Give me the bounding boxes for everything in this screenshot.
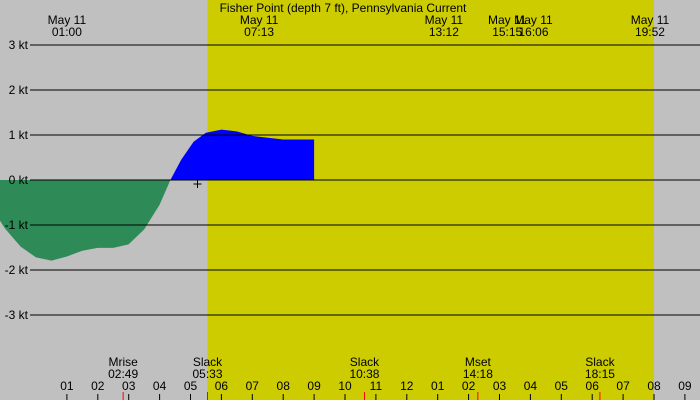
event-time-label: 10:38: [349, 367, 379, 381]
top-date-label: May 11: [514, 13, 553, 27]
y-tick-label: 1 kt: [9, 128, 29, 142]
top-time-label: 01:00: [52, 25, 82, 39]
hour-label: 09: [307, 379, 321, 393]
y-tick-label: 3 kt: [9, 38, 29, 52]
hour-label: 04: [153, 379, 167, 393]
hour-label: 02: [91, 379, 105, 393]
top-time-label: 07:13: [244, 25, 274, 39]
hour-label: 06: [586, 379, 600, 393]
y-tick-label: -3 kt: [5, 308, 29, 322]
event-name-label: Mrise: [108, 355, 138, 369]
top-date-label: May 11: [488, 13, 527, 27]
event-name-label: Mset: [465, 355, 492, 369]
event-name-label: Slack: [585, 355, 615, 369]
top-time-label: 13:12: [429, 25, 459, 39]
hour-label: 07: [246, 379, 260, 393]
event-name-label: Slack: [193, 355, 223, 369]
hour-label: 10: [338, 379, 352, 393]
daylight-band: [207, 0, 654, 400]
flood-current-area: [0, 129, 315, 180]
current-areas: [0, 129, 315, 261]
hour-label: 03: [493, 379, 507, 393]
hour-label: 08: [647, 379, 661, 393]
y-tick-labels: 3 kt 2 kt 1 kt 0 kt -1 kt -2 kt -3 kt: [5, 38, 29, 322]
top-time-label: 15:15: [492, 25, 522, 39]
chart-title: Fisher Point (depth 7 ft), Pennsylvania …: [220, 1, 467, 15]
y-tick-label: -2 kt: [5, 263, 29, 277]
y-gridlines: [30, 44, 700, 316]
hour-label: 03: [122, 379, 136, 393]
hour-label: 06: [215, 379, 229, 393]
top-time-label: 19:52: [635, 25, 665, 39]
hour-label: 04: [524, 379, 538, 393]
hour-label: 08: [277, 379, 291, 393]
top-time-label: 16:06: [518, 25, 548, 39]
top-date-label: May 11: [240, 13, 279, 27]
bottom-event-labels: k3Mrise02:49Slack05:33Slack10:38Mset14:1…: [108, 355, 616, 400]
hour-label: 05: [184, 379, 198, 393]
event-time-label: 05:33: [192, 367, 222, 381]
event-name-label: Slack: [350, 355, 380, 369]
hour-label: 01: [431, 379, 445, 393]
hour-label: 05: [555, 379, 569, 393]
y-tick-label: 0 kt: [9, 173, 29, 187]
event-time-label: 14:18: [463, 367, 493, 381]
event-time-label: 18:15: [585, 367, 615, 381]
y-tick-label: 2 kt: [9, 83, 29, 97]
top-date-label: May 11: [631, 13, 670, 27]
hour-label: 02: [462, 379, 476, 393]
hour-label: 11: [370, 379, 383, 393]
top-date-label: May 11: [48, 13, 87, 27]
ebb-current-area: [0, 180, 315, 261]
x-hour-axis: 1112010203040506070809101112010203040506…: [60, 379, 692, 400]
y-tick-label: -1 kt: [5, 218, 29, 232]
hour-label: 09: [678, 379, 692, 393]
hour-label: 07: [616, 379, 630, 393]
slack-marker: [193, 180, 202, 188]
hour-label: 01: [60, 379, 74, 393]
hour-label: 12: [400, 379, 414, 393]
top-date-label: May 11: [425, 13, 464, 27]
event-time-label: 02:49: [108, 367, 138, 381]
